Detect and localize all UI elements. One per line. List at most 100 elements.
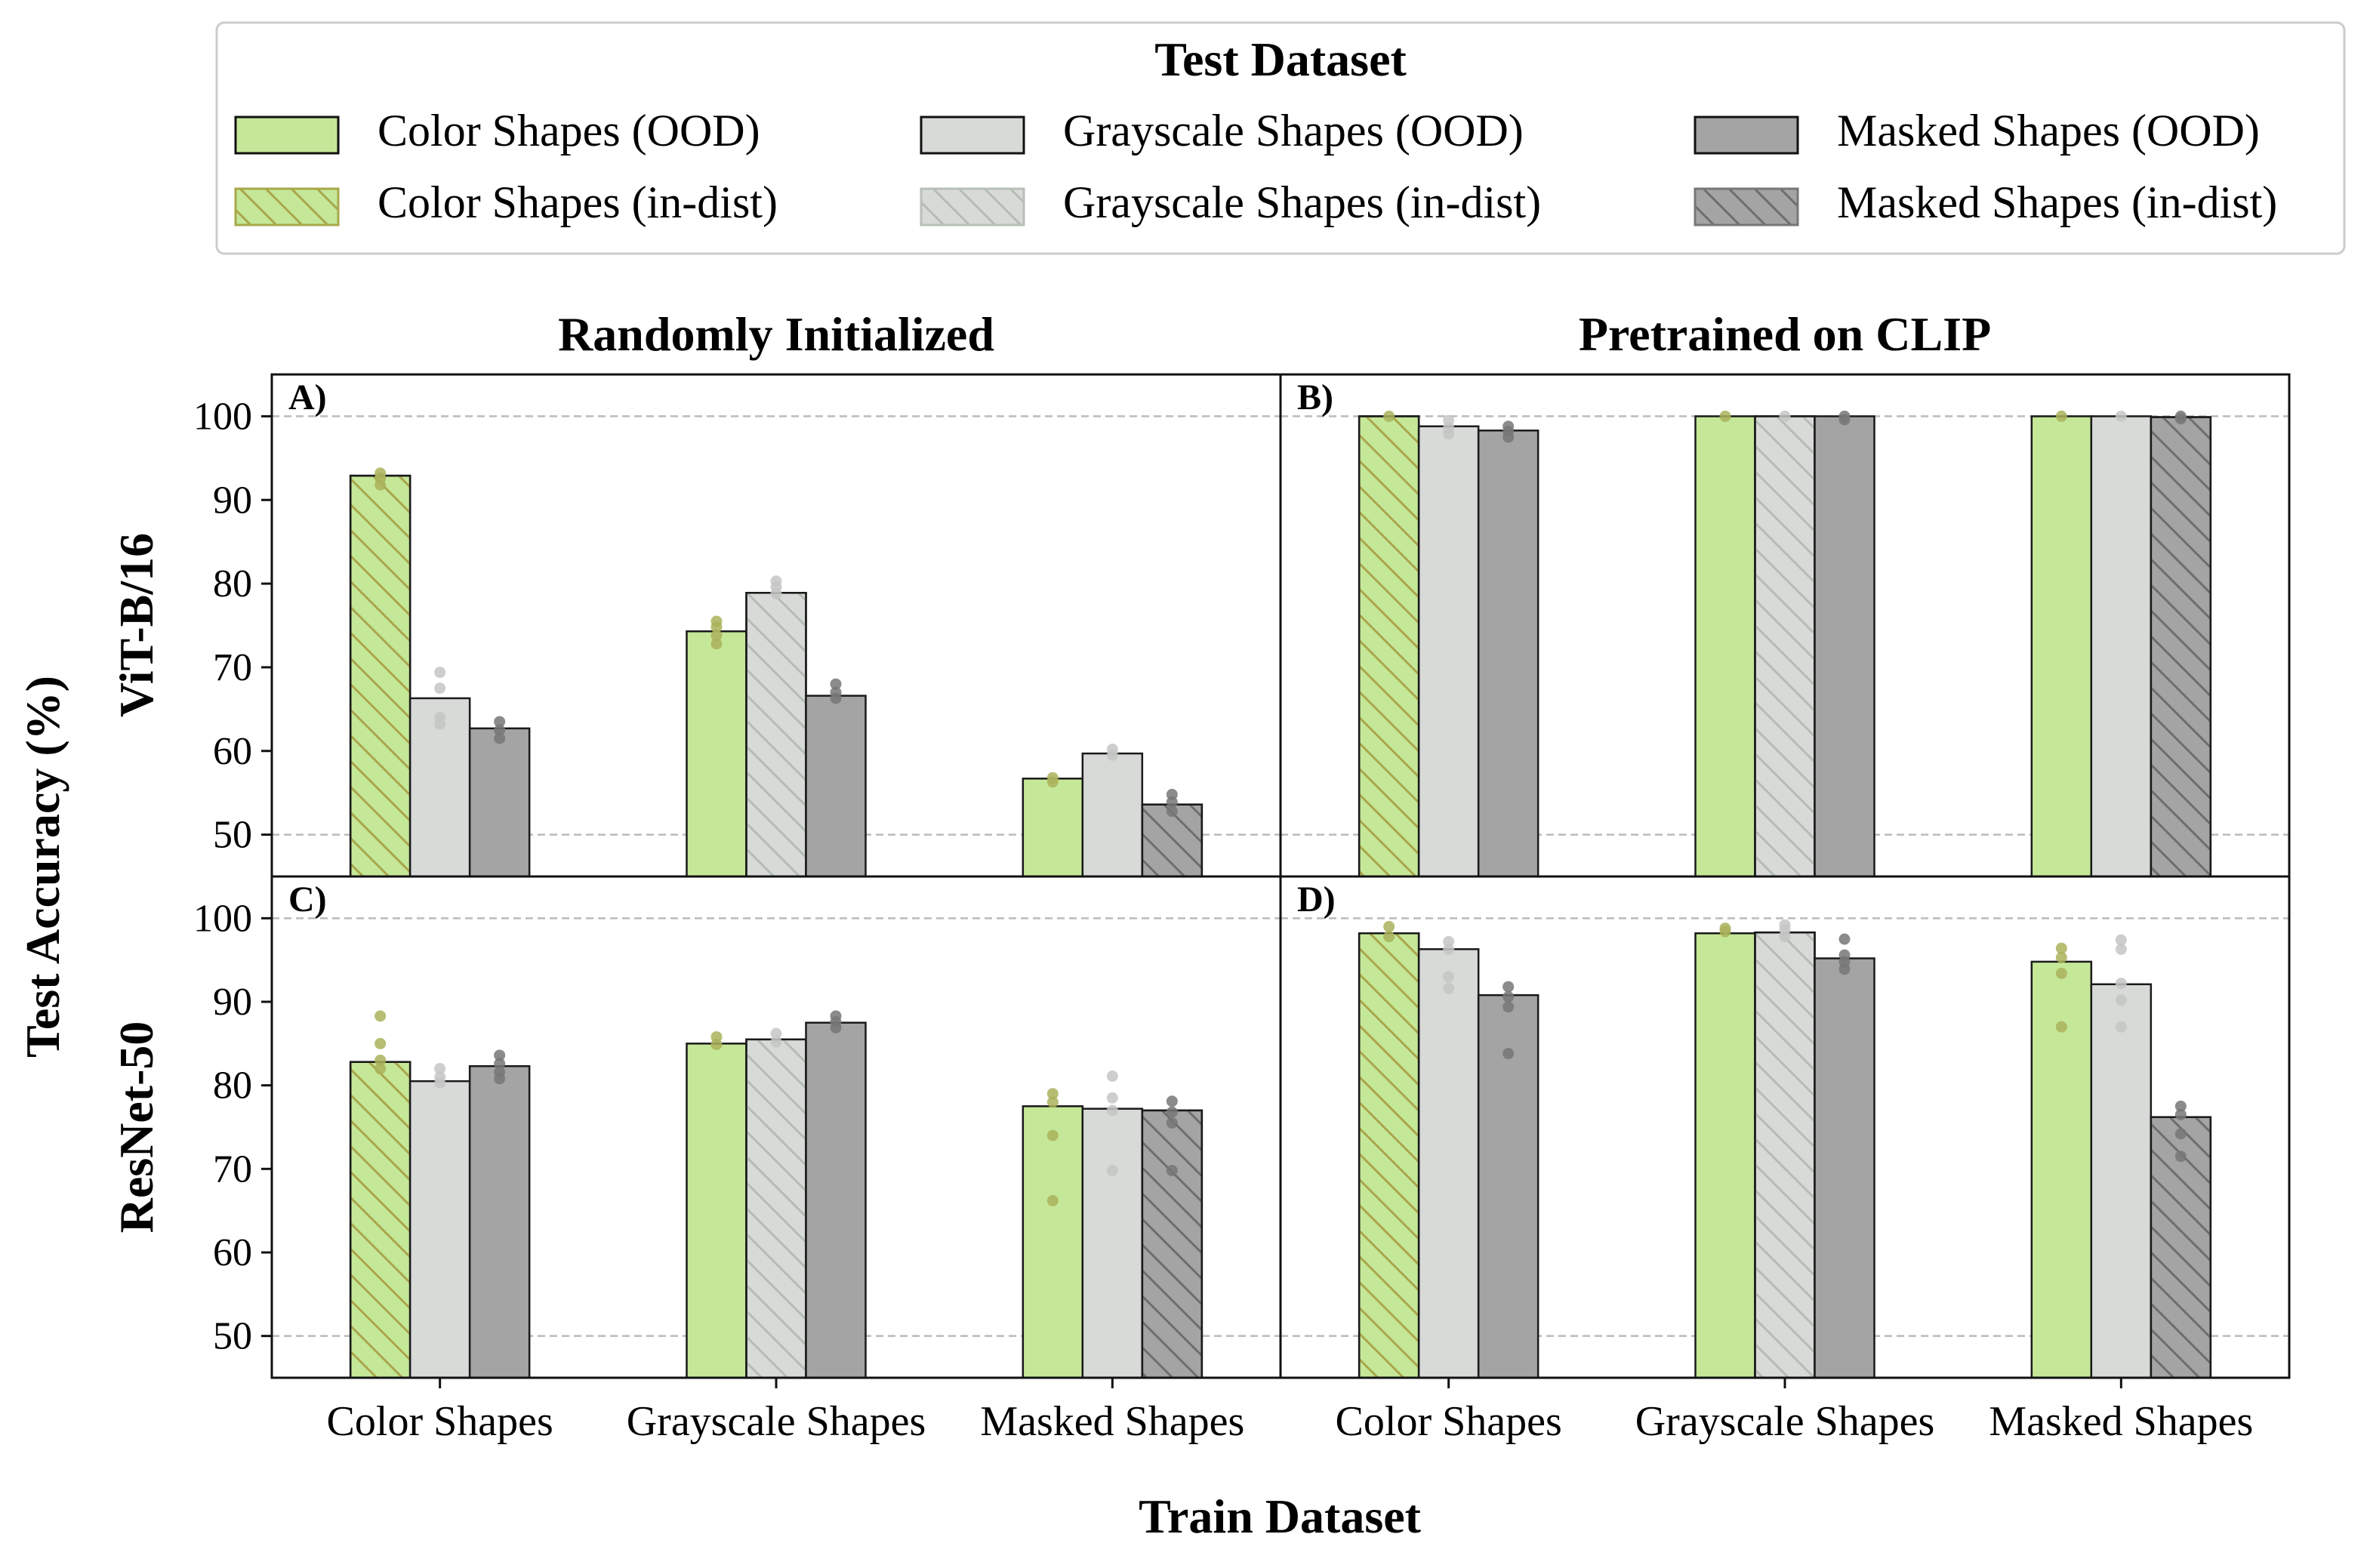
seed-point: [2055, 1021, 2067, 1033]
y-tick-label: 70: [213, 1148, 252, 1191]
seed-point: [1046, 1194, 1059, 1206]
seed-point: [2174, 1108, 2187, 1120]
seed-point: [2174, 1151, 2187, 1163]
bar-fill: [1022, 1105, 1084, 1379]
bar-d-color-train-gray-test: [1417, 935, 1480, 1379]
y-tick-label: 80: [213, 562, 252, 605]
seed-point: [1383, 931, 1395, 943]
seed-point: [770, 1027, 782, 1040]
seed-point: [1383, 410, 1395, 422]
y-tick-label: 60: [213, 730, 252, 773]
seed-point: [374, 479, 387, 491]
bar-hatch: [1358, 415, 1420, 878]
seed-point: [710, 630, 723, 642]
row-title-resnet: ResNet-50: [109, 1021, 163, 1234]
bar-fill: [468, 727, 531, 878]
seed-point: [434, 718, 446, 730]
seed-point: [1106, 1070, 1118, 1082]
seed-point: [1046, 776, 1059, 788]
bar-fill: [1694, 932, 1756, 1379]
bar-d-color-train-color-test: [1358, 920, 1420, 1379]
bar-a-color-train-gray-test: [408, 667, 471, 878]
bar-hatch: [1358, 932, 1420, 1379]
panels: A) 50 60 70 80 90 100 B) C) 50 60 70 80 90 100 Color Sh…: [193, 373, 2291, 1445]
seed-point: [2055, 942, 2067, 954]
bar-hatch: [349, 474, 411, 878]
seed-point: [1502, 981, 1515, 993]
seed-point: [1502, 431, 1515, 443]
legend-swatch-hatch: [1694, 187, 1799, 226]
seed-point: [770, 587, 782, 599]
y-tick-label: 90: [213, 981, 252, 1024]
panel-label: B): [1297, 377, 1333, 417]
bar-fill: [1417, 948, 1480, 1379]
bar-hatch: [2150, 416, 2212, 878]
seed-point: [2115, 934, 2127, 946]
seed-point: [1502, 1001, 1515, 1013]
legend-swatch-hatch: [234, 187, 340, 226]
seed-point: [2055, 967, 2067, 979]
seed-point: [494, 1049, 506, 1061]
bar-c-gray-train-color-test: [686, 1030, 747, 1379]
bar-a-masked-train-gray-test: [1081, 744, 1144, 878]
panel-label: D): [1297, 879, 1336, 920]
seed-point: [1838, 933, 1851, 945]
bar-fill: [1417, 425, 1480, 878]
panel-d: D) Color Shapes Grayscale Shapes Masked Sha…: [1279, 875, 2291, 1445]
row-title-vit: ViT-B/16: [109, 533, 163, 717]
seed-point: [1719, 926, 1731, 938]
legend-entry-4: Grayscale Shapes (in-dist): [920, 177, 1541, 227]
seed-point: [830, 678, 842, 690]
bar-fill: [1477, 430, 1539, 878]
seed-point: [2115, 1021, 2127, 1033]
seed-point: [1502, 990, 1515, 1003]
bar-a-gray-train-gray-test: [745, 575, 807, 878]
legend-swatch-hatch: [920, 187, 1025, 226]
bar-fill: [1694, 415, 1756, 878]
panel-label: A): [288, 377, 327, 417]
y-tick-label: 90: [213, 479, 252, 522]
column-title-clip: Pretrained on CLIP: [1579, 307, 1991, 361]
seed-point: [1383, 920, 1395, 932]
bar-c-gray-train-masked-test: [805, 1010, 867, 1379]
panel-b: B): [1279, 373, 2291, 878]
seed-point: [2115, 994, 2127, 1006]
legend-label: Grayscale Shapes (OOD): [1063, 106, 1524, 156]
seed-point: [2115, 943, 2127, 955]
legend-swatch: [920, 116, 1025, 155]
seed-point: [1166, 1095, 1178, 1107]
legend: Test Dataset Color Shapes (OOD)Color Sha…: [215, 21, 2346, 255]
panel-a: A) 50 60 70 80 90 100: [193, 373, 1282, 878]
seed-point: [1106, 1165, 1118, 1177]
legend-entry-3: Grayscale Shapes (OOD): [920, 106, 1524, 156]
legend-entry-6: Masked Shapes (in-dist): [1694, 177, 2277, 227]
bar-d-masked-train-gray-test: [2090, 934, 2153, 1379]
bar-hatch: [1754, 931, 1816, 1379]
y-tick-label: 50: [213, 1315, 252, 1358]
legend-entry-5: Masked Shapes (OOD): [1694, 106, 2260, 156]
bar-d-color-train-masked-test: [1477, 981, 1539, 1379]
bar-fill: [686, 1043, 747, 1379]
seed-point: [710, 638, 723, 650]
y-tick-label: 70: [213, 646, 252, 689]
legend-swatch: [1694, 116, 1799, 155]
seed-point: [494, 724, 506, 736]
y-tick-label: 80: [213, 1064, 252, 1107]
seed-point: [1106, 1104, 1118, 1117]
legend-entry-1: Color Shapes (OOD): [234, 106, 760, 156]
seed-point: [1443, 943, 1455, 955]
x-tick-label: Masked Shapes: [980, 1398, 1244, 1445]
seed-point: [710, 1038, 723, 1050]
bar-d-gray-train-gray-test: [1754, 919, 1816, 1379]
bar-b-color-train-gray-test: [1417, 414, 1480, 878]
seed-point: [1779, 410, 1791, 422]
x-axis-label: Train Dataset: [1139, 1489, 1422, 1543]
bar-b-color-train-color-test: [1358, 410, 1420, 878]
bar-fill: [805, 1021, 867, 1379]
bar-fill: [1814, 957, 1875, 1379]
bar-hatch: [745, 592, 807, 878]
bar-a-color-train-masked-test: [468, 716, 531, 878]
y-tick-label: 60: [213, 1231, 252, 1274]
seed-point: [2055, 410, 2067, 422]
panel-label: C): [288, 879, 327, 920]
